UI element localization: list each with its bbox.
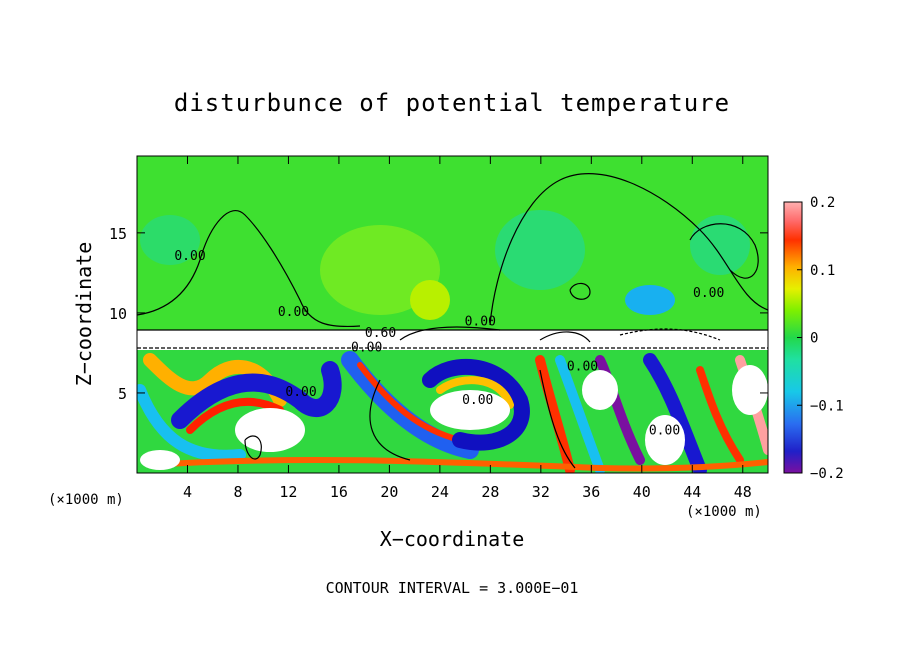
x-unit-right: (×1000 m) <box>686 504 762 520</box>
contour-label: 0.00 <box>693 286 724 301</box>
contour-interval-note: CONTOUR INTERVAL = 3.000E−01 <box>326 579 579 597</box>
contour-labels: 0.000.000.600.000.000.000.000.000.000.00 <box>174 249 724 439</box>
contour-label: 0.00 <box>174 249 205 264</box>
y-tick-label: 10 <box>109 305 127 323</box>
upper-layer-field <box>137 156 768 332</box>
x-tick-label: 20 <box>380 483 398 501</box>
y-tick-label: 5 <box>118 385 127 403</box>
lower-white-cores <box>140 365 768 470</box>
colorbar-tick-label: 0 <box>810 331 818 347</box>
contour-label: 0.60 <box>365 326 396 341</box>
x-tick-label: 12 <box>279 483 297 501</box>
field-patch <box>690 215 750 275</box>
contour-label: 0.00 <box>285 385 316 400</box>
y-axis-label: Z−coordinate <box>72 242 96 387</box>
plot-frame <box>136 155 769 474</box>
colorbar-tick-label: −0.1 <box>810 398 844 414</box>
field-patch <box>625 285 675 315</box>
contour-label: 0.00 <box>462 393 493 408</box>
x-tick-label: 28 <box>481 483 499 501</box>
x-tick-label: 8 <box>233 483 242 501</box>
x-tick-label: 16 <box>330 483 348 501</box>
field-patch <box>320 225 440 315</box>
field-patch <box>495 210 585 290</box>
contour-label: 0.00 <box>351 340 382 355</box>
field-patch <box>140 215 200 265</box>
chart-title: disturbunce of potential temperature <box>174 89 730 117</box>
plot-area <box>137 156 768 473</box>
colorbar-tick-label: 0.1 <box>810 263 835 279</box>
colorbar-tick-label: −0.2 <box>810 466 844 482</box>
x-tick-label: 44 <box>683 483 701 501</box>
lower-layer-eddies <box>137 351 768 473</box>
inversion-band <box>137 330 768 350</box>
contour-label: 0.00 <box>465 315 496 330</box>
contour-label: 0.00 <box>278 305 309 320</box>
contour-label: 0.00 <box>567 360 598 375</box>
x-tick-label: 24 <box>431 483 449 501</box>
x-tick-label: 48 <box>734 483 752 501</box>
x-tick-label: 36 <box>582 483 600 501</box>
colorbar-tick-label: 0.2 <box>810 195 835 211</box>
x-axis: 4 8 12 16 20 24 28 32 36 40 44 48 <box>183 156 752 501</box>
x-axis-label: X−coordinate <box>380 527 525 551</box>
x-tick-label: 40 <box>633 483 651 501</box>
y-axis: 5 10 15 <box>109 225 768 403</box>
x-unit-left: (×1000 m) <box>48 492 124 508</box>
contour-label: 0.00 <box>649 424 680 439</box>
x-tick-label: 4 <box>183 483 192 501</box>
field-patch <box>410 280 450 320</box>
contour-lines <box>137 173 768 469</box>
x-tick-label: 32 <box>532 483 550 501</box>
y-tick-label: 15 <box>109 225 127 243</box>
colorbar-ticks: 0.2 0.1 0 −0.1 −0.2 <box>797 195 844 482</box>
